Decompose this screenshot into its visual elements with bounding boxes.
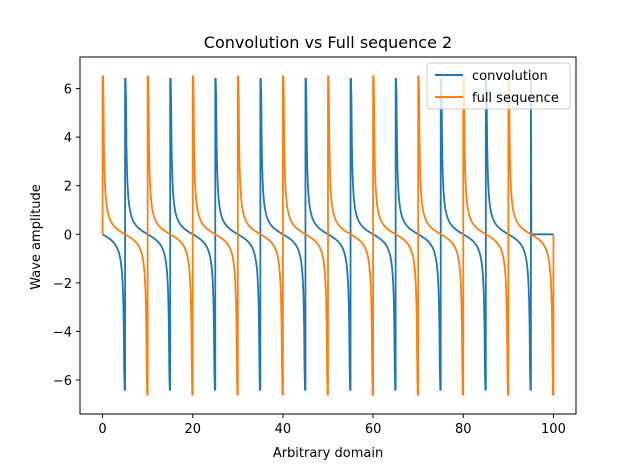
x-tick-label: 0 — [98, 422, 106, 437]
series-full-sequence-line — [101, 75, 555, 396]
x-tick-label: 80 — [455, 422, 472, 437]
legend: convolution full sequence — [426, 62, 571, 110]
y-tick-label: −6 — [53, 374, 72, 389]
y-tick-label: −2 — [53, 277, 72, 292]
y-tick-label: 2 — [64, 180, 72, 195]
x-tick-label: 20 — [184, 422, 201, 437]
x-tick-label: 40 — [275, 422, 292, 437]
y-tick-label: −4 — [53, 325, 72, 340]
x-tick-label: 60 — [365, 422, 382, 437]
y-axis-label: Wave amplitude — [29, 184, 44, 290]
axes: 0 20 40 60 80 100 −6 −4 −2 0 2 4 6 — [53, 56, 577, 437]
plot-area — [101, 75, 555, 396]
axes-frame — [79, 56, 577, 415]
y-tick-label: 4 — [64, 131, 72, 146]
y-tick-label: 0 — [64, 228, 72, 243]
x-tick-label: 100 — [541, 422, 566, 437]
legend-entry: convolution — [472, 69, 548, 84]
y-tick-label: 6 — [64, 83, 72, 98]
x-axis-label: Arbitrary domain — [273, 446, 383, 461]
legend-entry: full sequence — [472, 91, 559, 106]
chart-title: Convolution vs Full sequence 2 — [204, 33, 452, 52]
